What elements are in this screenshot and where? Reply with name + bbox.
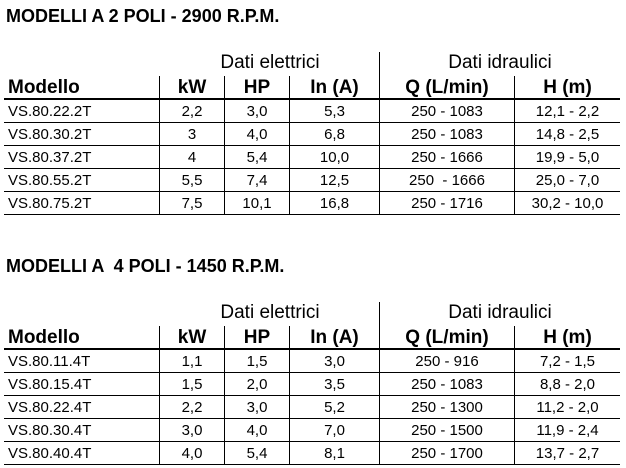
column-header: kW <box>160 326 225 350</box>
table-cell: VS.80.11.4T <box>4 350 160 373</box>
table-cell: 250 - 1666 <box>380 146 515 169</box>
table-cell: 4,0 <box>225 419 290 442</box>
table-cell: 10,0 <box>290 146 380 169</box>
group-header: Dati elettrici <box>220 302 320 323</box>
table-cell: 3,0 <box>225 396 290 419</box>
column-header: H (m) <box>515 326 620 350</box>
table-cell: 3 <box>160 123 225 146</box>
table-cell: 19,9 - 5,0 <box>515 146 620 169</box>
group-header: Dati elettrici <box>220 52 320 73</box>
table-cell: 8,1 <box>290 442 380 465</box>
group-header: Dati idraulici <box>448 302 552 323</box>
table-cell: 7,5 <box>160 192 225 215</box>
table-cell: VS.80.40.4T <box>4 442 160 465</box>
table-cell: 5,5 <box>160 169 225 192</box>
column-header: Q (L/min) <box>380 326 515 350</box>
table-cell: 11,9 - 2,4 <box>515 419 620 442</box>
table-cell: VS.80.15.4T <box>4 373 160 396</box>
table-cell: 3,0 <box>160 419 225 442</box>
column-header: Modello <box>4 76 160 100</box>
divider <box>379 52 380 76</box>
table-cell: 5,2 <box>290 396 380 419</box>
table-cell: 4,0 <box>225 123 290 146</box>
table-cell: 250 - 1500 <box>380 419 515 442</box>
table-cell: 250 - 1716 <box>380 192 515 215</box>
table-cell: 250 - 1083 <box>380 373 515 396</box>
table-cell: 7,0 <box>290 419 380 442</box>
table-cell: 16,8 <box>290 192 380 215</box>
table-cell: 12,5 <box>290 169 380 192</box>
table-cell: 250 - 916 <box>380 350 515 373</box>
table-cell: 7,2 - 1,5 <box>515 350 620 373</box>
table-cell: VS.80.22.4T <box>4 396 160 419</box>
table-cell: 5,4 <box>225 146 290 169</box>
table-cell: VS.80.55.2T <box>4 169 160 192</box>
table-cell: 8,8 - 2,0 <box>515 373 620 396</box>
table-cell: 250 - 1300 <box>380 396 515 419</box>
table-cell: 3,0 <box>225 100 290 123</box>
column-header: In (A) <box>290 76 380 100</box>
table-cell: 5,3 <box>290 100 380 123</box>
column-header: In (A) <box>290 326 380 350</box>
column-header: HP <box>225 76 290 100</box>
table-cell: VS.80.30.2T <box>4 123 160 146</box>
column-header: HP <box>225 326 290 350</box>
table-cell: 14,8 - 2,5 <box>515 123 620 146</box>
table-cell: VS.80.37.2T <box>4 146 160 169</box>
column-header: Modello <box>4 326 160 350</box>
table-cell: 2,2 <box>160 396 225 419</box>
table-cell: 250 - 1083 <box>380 123 515 146</box>
group-header: Dati idraulici <box>448 52 552 73</box>
table-cell: 250 - 1666 <box>380 169 515 192</box>
table-cell: 250 - 1700 <box>380 442 515 465</box>
table-cell: 1,5 <box>225 350 290 373</box>
table-cell: 7,4 <box>225 169 290 192</box>
table-cell: 3,5 <box>290 373 380 396</box>
table-cell: 2,2 <box>160 100 225 123</box>
table-cell: 4 <box>160 146 225 169</box>
section-title: MODELLI A 4 POLI - 1450 R.P.M. <box>6 256 285 276</box>
table-cell: 12,1 - 2,2 <box>515 100 620 123</box>
table-cell: 1,1 <box>160 350 225 373</box>
table-cell: VS.80.30.4T <box>4 419 160 442</box>
table-cell: 4,0 <box>160 442 225 465</box>
table-cell: 10,1 <box>225 192 290 215</box>
table-cell: 13,7 - 2,7 <box>515 442 620 465</box>
table-cell: 1,5 <box>160 373 225 396</box>
column-header: kW <box>160 76 225 100</box>
table-cell: 2,0 <box>225 373 290 396</box>
table-cell: 3,0 <box>290 350 380 373</box>
divider <box>379 302 380 326</box>
section-title: MODELLI A 2 POLI - 2900 R.P.M. <box>6 6 280 26</box>
table-cell: 25,0 - 7,0 <box>515 169 620 192</box>
table-cell: 30,2 - 10,0 <box>515 192 620 215</box>
table-cell: 5,4 <box>225 442 290 465</box>
table-cell: 11,2 - 2,0 <box>515 396 620 419</box>
table-cell: 6,8 <box>290 123 380 146</box>
column-header: Q (L/min) <box>380 76 515 100</box>
table-cell: VS.80.75.2T <box>4 192 160 215</box>
table-cell: VS.80.22.2T <box>4 100 160 123</box>
table-cell: 250 - 1083 <box>380 100 515 123</box>
column-header: H (m) <box>515 76 620 100</box>
